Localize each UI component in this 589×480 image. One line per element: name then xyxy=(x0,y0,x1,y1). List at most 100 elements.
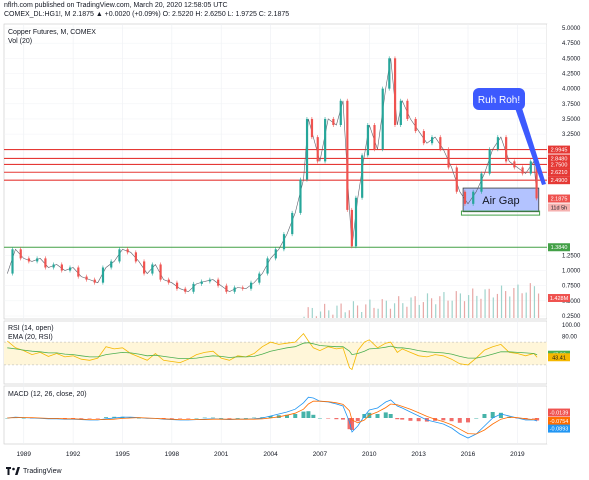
volume-bar xyxy=(332,314,334,318)
rsi-line xyxy=(7,332,538,371)
candle-body xyxy=(488,149,491,174)
candle-body xyxy=(299,179,302,213)
volume-bar xyxy=(537,293,540,318)
macd-series xyxy=(5,396,540,439)
macd-histogram-bar xyxy=(535,418,540,421)
macd-histogram-bar xyxy=(498,412,503,418)
price-axis[interactable] xyxy=(547,24,589,444)
candle-body xyxy=(11,249,14,274)
volume-bar xyxy=(435,304,437,318)
candle-body xyxy=(101,267,105,283)
volume-bar xyxy=(328,310,330,318)
candle-body xyxy=(310,118,314,138)
macd-legend: MACD (12, 26, close, 20) xyxy=(8,391,87,398)
tag-countdown: 11d 5h xyxy=(551,206,567,212)
volume-bar xyxy=(348,310,350,318)
macd-histogram-bar xyxy=(219,418,224,419)
air-gap-zone: Air Gap xyxy=(460,187,541,216)
grid xyxy=(4,24,547,444)
candle-body xyxy=(110,261,113,268)
candle-body xyxy=(85,276,88,280)
volume-legend: Vol (20) xyxy=(8,38,32,45)
volume-bar xyxy=(377,308,379,318)
candle-body xyxy=(332,118,335,126)
macd-histogram-bar xyxy=(21,418,26,419)
y-tick-label: 4.7500 xyxy=(562,41,581,47)
volume-bar xyxy=(496,293,499,318)
tag-current-bg xyxy=(548,194,570,203)
volume-bar xyxy=(517,284,519,318)
volume-bar xyxy=(356,305,359,318)
y-tick-label: 1.0000 xyxy=(562,269,581,275)
macd-histogram-bar xyxy=(408,418,413,421)
tag-signal: -0.0893 xyxy=(550,427,569,433)
macd-histogram-bar xyxy=(340,418,345,420)
macd-histogram-bar xyxy=(490,412,495,418)
volume-bar xyxy=(447,300,449,318)
y-tick-label: 4.5000 xyxy=(562,56,581,62)
candle-body xyxy=(305,118,309,180)
rsi-tick-label: 80.00 xyxy=(562,334,578,340)
volume-bar xyxy=(344,312,346,318)
price-series xyxy=(7,56,538,294)
price-pane[interactable] xyxy=(3,23,548,320)
candle-body xyxy=(393,58,397,126)
volume-bar xyxy=(451,300,453,318)
tag-r3: 2.7500 xyxy=(551,162,568,168)
macd-histogram-bar xyxy=(457,418,462,423)
tradingview-brand[interactable]: TradingView xyxy=(6,467,62,475)
x-tick-label: 1995 xyxy=(115,451,130,458)
volume-bar xyxy=(340,303,342,318)
macd-histogram-bar xyxy=(326,418,331,419)
tag-countdown-bg xyxy=(548,203,570,212)
x-tick-label: 2004 xyxy=(263,451,278,458)
candle-body xyxy=(388,58,391,89)
symbol-ohlc-line: COMEX_DL:HG1!, M 2.1875 ▲ +0.0020 (+0.09… xyxy=(4,11,290,18)
macd-histogram-bar xyxy=(169,418,174,419)
macd-histogram-bar xyxy=(317,418,322,419)
tag-r2: 2.8480 xyxy=(551,156,568,162)
tag-support: 1.3840 xyxy=(551,245,568,251)
macd-histogram-bar xyxy=(416,418,421,422)
y-tick-label: 3.7500 xyxy=(562,102,581,108)
macd-histogram-bar xyxy=(161,418,166,419)
volume-bar xyxy=(533,286,536,318)
volume-bar xyxy=(393,303,396,318)
candle-body xyxy=(513,161,516,168)
macd-histogram-bar xyxy=(474,418,479,419)
macd-histogram-bar xyxy=(186,418,191,419)
volume-bar xyxy=(459,293,461,318)
tag-r1: 2.9945 xyxy=(551,148,568,154)
candle-body xyxy=(399,100,402,126)
tag-r4-bg xyxy=(548,168,570,177)
volume-bar xyxy=(311,307,313,318)
macd-histogram-bar xyxy=(466,418,471,423)
candle-body xyxy=(316,137,319,162)
tag-rsi-bg xyxy=(548,353,570,362)
candle-body xyxy=(521,167,524,174)
volume-bar xyxy=(410,297,412,318)
volume-bar xyxy=(426,293,429,318)
macd-histogram-bar xyxy=(210,417,215,419)
macd-histogram-bar xyxy=(400,418,405,420)
tag-r2-bg xyxy=(548,154,570,163)
ruh-roh-callout[interactable]: Ruh Roh! xyxy=(473,88,546,185)
candle-body xyxy=(60,264,63,271)
macd-histogram-bar xyxy=(227,418,232,419)
macd-histogram-bar xyxy=(350,418,355,430)
rsi-series xyxy=(4,332,547,371)
tag-macd-hist-bg xyxy=(548,408,570,417)
x-tick-label: 2001 xyxy=(214,451,229,458)
tag-current: 2.1875 xyxy=(551,197,568,203)
volume-bar xyxy=(484,289,486,318)
candle-body xyxy=(339,100,342,126)
candle-body xyxy=(184,288,187,292)
macd-histogram-bar xyxy=(136,418,141,419)
candle-body xyxy=(274,249,277,259)
macd-histogram-bar xyxy=(252,417,257,419)
candle-body xyxy=(200,281,203,284)
x-tick-label: 2007 xyxy=(313,451,328,458)
macd-histogram-bar xyxy=(375,414,380,418)
